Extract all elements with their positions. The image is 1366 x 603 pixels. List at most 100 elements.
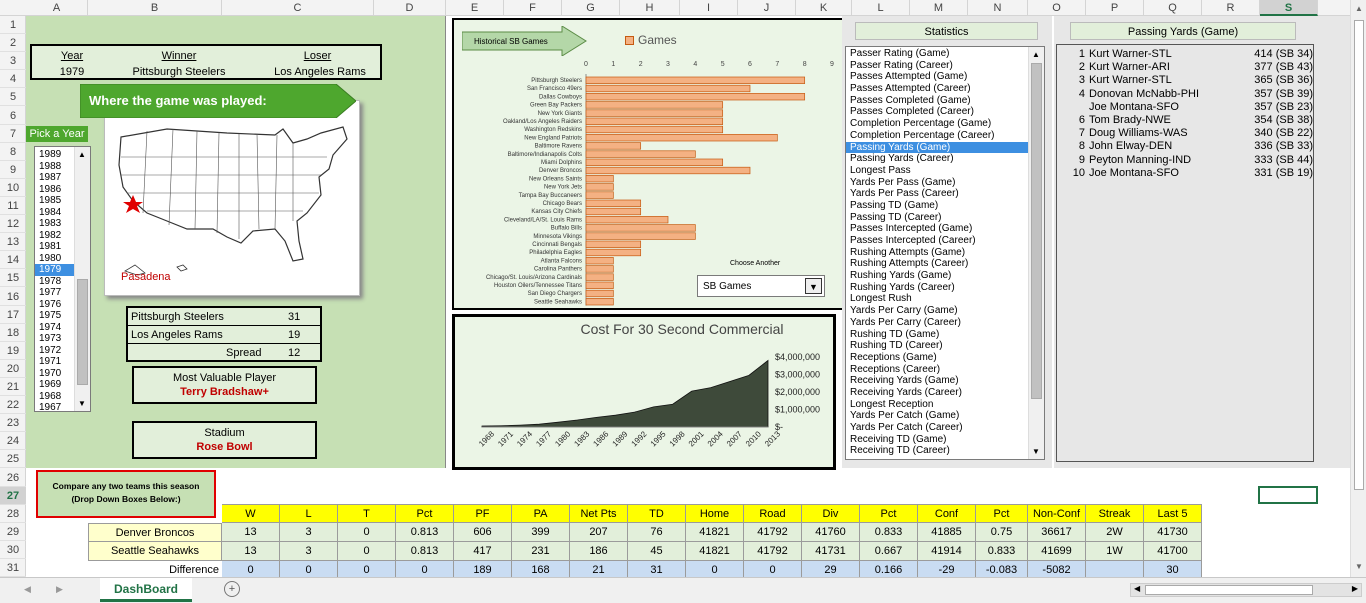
column-header-L[interactable]: L — [852, 0, 910, 16]
row-header-21[interactable]: 21 — [0, 378, 26, 396]
team-name-cell[interactable]: Seattle Seahawks — [88, 542, 222, 561]
statistic-item[interactable]: Receiving Yards (Career) — [850, 386, 962, 398]
year-item[interactable]: 1971 — [39, 356, 62, 367]
statistic-item[interactable]: Yards Per Pass (Game) — [850, 176, 956, 188]
row-header-4[interactable]: 4 — [0, 70, 26, 89]
year-item[interactable]: 1979 — [35, 264, 90, 276]
column-header-N[interactable]: N — [968, 0, 1028, 16]
column-header-I[interactable]: I — [680, 0, 738, 16]
column-header-M[interactable]: M — [910, 0, 968, 16]
statistics-listbox[interactable]: Passer Rating (Game) Passer Rating (Caree… — [845, 46, 1045, 460]
statistic-item[interactable]: Receiving Yards (Game) — [850, 375, 959, 387]
year-item[interactable]: 1987 — [39, 172, 62, 183]
row-header-15[interactable]: 15 — [0, 269, 26, 288]
row-header-18[interactable]: 18 — [0, 324, 26, 342]
column-header-R[interactable]: R — [1202, 0, 1260, 16]
scroll-down-icon[interactable]: ▼ — [1032, 447, 1040, 456]
horizontal-scrollbar[interactable]: ◀ ▶ — [1130, 583, 1362, 597]
row-header-16[interactable]: 16 — [0, 288, 26, 306]
row-header-1[interactable]: 1 — [0, 16, 26, 34]
row-header-27[interactable]: 27 — [0, 486, 26, 505]
column-header-F[interactable]: F — [504, 0, 562, 16]
statistic-item[interactable]: Rushing TD (Career) — [850, 340, 943, 352]
row-header-12[interactable]: 12 — [0, 215, 26, 234]
row-header-29[interactable]: 29 — [0, 523, 26, 541]
scroll-right-icon[interactable]: ▶ — [1351, 584, 1358, 593]
statistic-item[interactable]: Passer Rating (Career) — [850, 59, 953, 71]
team-name-cell[interactable]: Denver Broncos — [88, 523, 222, 542]
year-item[interactable]: 1981 — [39, 241, 62, 252]
statistic-item[interactable]: Rushing Yards (Game) — [850, 270, 952, 282]
statistic-item[interactable]: Passing Yards (Career) — [850, 153, 954, 165]
chart-type-dropdown[interactable]: SB Games ▼ — [697, 275, 825, 297]
statistic-item[interactable]: Rushing Attempts (Game) — [850, 246, 966, 258]
scroll-up-icon[interactable]: ▲ — [1032, 50, 1040, 59]
row-header-2[interactable]: 2 — [0, 34, 26, 53]
year-item[interactable]: 1978 — [39, 275, 62, 287]
column-header-H[interactable]: H — [620, 0, 680, 16]
statistic-item[interactable]: Yards Per Carry (Game) — [850, 305, 958, 317]
row-header-13[interactable]: 13 — [0, 233, 26, 252]
row-header-24[interactable]: 24 — [0, 432, 26, 451]
row-header-23[interactable]: 23 — [0, 414, 26, 433]
scroll-thumb[interactable] — [1354, 20, 1364, 490]
add-sheet-icon[interactable]: + — [224, 581, 240, 597]
statistic-item[interactable]: Receiving TD (Game) — [850, 433, 947, 445]
row-header-3[interactable]: 3 — [0, 52, 26, 71]
year-item[interactable]: 1970 — [39, 367, 62, 379]
year-item[interactable]: 1982 — [39, 229, 62, 241]
year-item[interactable]: 1973 — [39, 333, 62, 344]
column-header-A[interactable]: A — [26, 0, 88, 16]
row-header-26[interactable]: 26 — [0, 469, 26, 487]
statistic-item[interactable]: Passes Intercepted (Career) — [850, 235, 976, 246]
statistic-item[interactable]: Passes Completed (Game) — [850, 94, 971, 106]
column-header-G[interactable]: G — [562, 0, 620, 16]
row-header-11[interactable]: 11 — [0, 197, 26, 215]
statistic-item[interactable]: Longest Rush — [850, 293, 912, 305]
selected-cell[interactable] — [1258, 486, 1318, 504]
row-header-10[interactable]: 10 — [0, 179, 26, 197]
statistic-item[interactable]: Passer Rating (Game) — [850, 48, 950, 59]
scroll-down-icon[interactable]: ▼ — [1355, 562, 1363, 571]
year-item[interactable]: 1985 — [39, 195, 62, 206]
row-header-31[interactable]: 31 — [0, 559, 26, 577]
column-header-O[interactable]: O — [1028, 0, 1086, 16]
sheet-tab-dashboard[interactable]: DashBoard — [100, 578, 192, 602]
statistic-item[interactable]: Passing TD (Game) — [850, 199, 939, 211]
row-header-7[interactable]: 7 — [0, 125, 26, 143]
column-header-J[interactable]: J — [738, 0, 796, 16]
scroll-left-icon[interactable]: ◀ — [1134, 584, 1141, 593]
year-item[interactable]: 1983 — [39, 218, 62, 229]
hscroll-thumb[interactable] — [1145, 585, 1313, 595]
statistic-item[interactable]: Passing Yards (Game) — [846, 141, 1044, 154]
column-header-P[interactable]: P — [1086, 0, 1144, 16]
row-header-30[interactable]: 30 — [0, 541, 26, 559]
column-header-Q[interactable]: Q — [1144, 0, 1202, 16]
scroll-thumb[interactable] — [77, 279, 88, 385]
tab-scroll-left-icon[interactable]: ◀ — [24, 584, 31, 594]
row-header-28[interactable]: 28 — [0, 505, 26, 523]
row-header-14[interactable]: 14 — [0, 251, 26, 270]
year-item[interactable]: 1975 — [39, 310, 62, 321]
statistic-item[interactable]: Yards Per Catch (Game) — [850, 410, 960, 422]
year-item[interactable]: 1968 — [39, 390, 62, 402]
statistic-item[interactable]: Receiving TD (Career) — [850, 445, 950, 457]
sheet-vertical-scrollbar[interactable]: ▲ ▼ — [1350, 0, 1366, 577]
row-header-20[interactable]: 20 — [0, 360, 26, 378]
column-header-B[interactable]: B — [88, 0, 222, 16]
row-header-22[interactable]: 22 — [0, 396, 26, 415]
statistic-item[interactable]: Passes Attempted (Game) — [850, 71, 968, 83]
year-item[interactable]: 1969 — [39, 379, 62, 390]
column-header-K[interactable]: K — [796, 0, 852, 16]
row-header-5[interactable]: 5 — [0, 88, 26, 107]
statistic-item[interactable]: Yards Per Pass (Career) — [850, 188, 959, 200]
row-header-6[interactable]: 6 — [0, 107, 26, 125]
dropdown-arrow-icon[interactable]: ▼ — [805, 278, 822, 294]
year-item[interactable]: 1977 — [39, 287, 62, 298]
row-header-19[interactable]: 19 — [0, 342, 26, 360]
year-item[interactable]: 1980 — [39, 252, 62, 264]
column-header-E[interactable]: E — [446, 0, 504, 16]
statistic-item[interactable]: Yards Per Carry (Career) — [850, 316, 961, 328]
tab-scroll-right-icon[interactable]: ▶ — [56, 584, 63, 594]
row-header-17[interactable]: 17 — [0, 306, 26, 324]
